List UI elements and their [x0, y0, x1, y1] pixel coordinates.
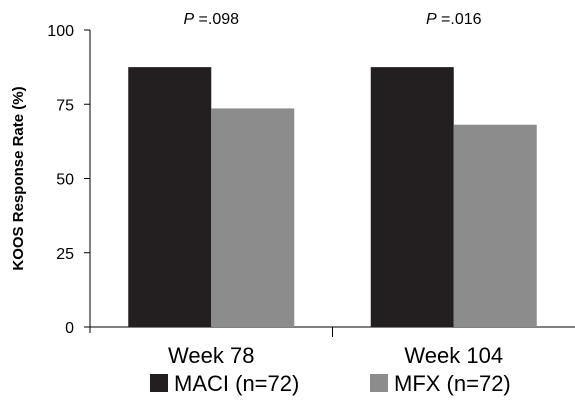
legend-swatch-maci	[150, 374, 168, 392]
p-value-annotation: P =.016	[426, 11, 482, 28]
y-axis-title: KOOS Response Rate (%)	[10, 86, 27, 270]
x-category-label: Week 78	[168, 343, 254, 368]
legend-label-maci: MACI (n=72)	[174, 371, 299, 396]
y-tick-label: 100	[47, 23, 74, 40]
legend-label-mfx: MFX (n=72)	[394, 371, 511, 396]
bar-maci-week104	[370, 67, 454, 327]
y-tick-label: 25	[56, 246, 74, 263]
legend-swatch-mfx	[370, 374, 388, 392]
labels: 0 25 50 75 100 KOOS Response Rate (%) Week 78 P…	[10, 11, 503, 368]
p-value-annotation: P =.098	[183, 11, 239, 28]
bar-mfx-week104	[453, 124, 537, 327]
x-category-label: Week 104	[404, 343, 503, 368]
y-tick-label: 50	[56, 172, 74, 189]
bar-mfx-week78	[211, 108, 295, 328]
y-tick-label: 0	[65, 320, 74, 337]
legend: MACI (n=72) MFX (n=72)	[150, 371, 511, 396]
bars	[128, 67, 537, 328]
bar-maci-week78	[128, 67, 212, 327]
y-tick-label: 75	[56, 97, 74, 114]
